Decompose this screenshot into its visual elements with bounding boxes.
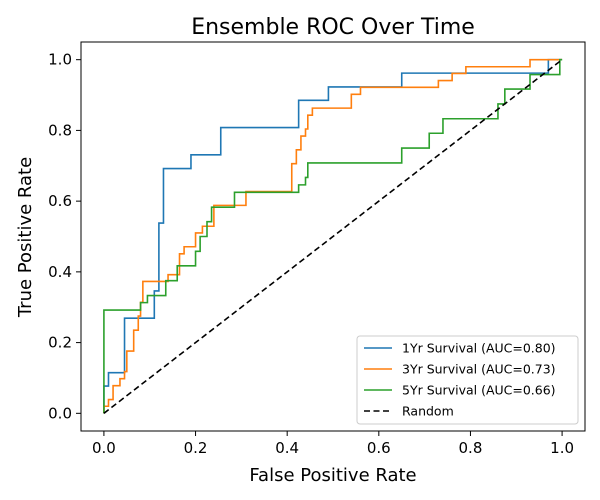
- y-tick-label-2: 0.4: [48, 263, 72, 281]
- plot-series: [103, 58, 563, 414]
- y-tick-label-4: 0.8: [48, 121, 72, 139]
- y-tick-label-0: 0.0: [48, 404, 72, 422]
- plot-frame: [80, 41, 586, 432]
- x-tick-label-0: 0.0: [92, 439, 116, 457]
- legend-entry-1yr: 1Yr Survival (AUC=0.80): [364, 341, 556, 356]
- x-tick-label-3: 0.6: [367, 439, 391, 457]
- x-tick-label-1: 0.2: [184, 439, 208, 457]
- legend-label: Random: [402, 404, 454, 419]
- legend: 1Yr Survival (AUC=0.80) 3Yr Survival (AUC…: [356, 335, 579, 425]
- legend-label: 3Yr Survival (AUC=0.73): [402, 362, 556, 377]
- y-axis-ticks: 0.0 0.2 0.4 0.6 0.8 1.0: [48, 51, 81, 422]
- legend-label: 1Yr Survival (AUC=0.80): [402, 341, 556, 356]
- legend-label: 5Yr Survival (AUC=0.66): [402, 383, 556, 398]
- legend-entry-3yr: 3Yr Survival (AUC=0.73): [364, 362, 556, 377]
- legend-entry-random: Random: [364, 404, 454, 419]
- y-tick-label-5: 1.0: [48, 51, 72, 69]
- series-3yr-line: [103, 58, 563, 414]
- y-tick-label-3: 0.6: [48, 192, 72, 210]
- series-5yr-line: [103, 58, 563, 414]
- y-axis-label: True Positive Rate: [15, 157, 36, 318]
- x-tick-label-4: 0.8: [459, 439, 483, 457]
- x-axis-ticks: 0.0 0.2 0.4 0.6 0.8 1.0: [92, 431, 574, 457]
- y-tick-label-1: 0.2: [48, 334, 72, 352]
- legend-entry-5yr: 5Yr Survival (AUC=0.66): [364, 383, 556, 398]
- x-tick-label-5: 1.0: [550, 439, 574, 457]
- x-tick-label-2: 0.4: [275, 439, 299, 457]
- chart-title: Ensemble ROC Over Time: [191, 15, 475, 40]
- series-random-line: [103, 59, 563, 414]
- x-axis-label: False Positive Rate: [249, 465, 416, 486]
- legend-box: [356, 335, 579, 425]
